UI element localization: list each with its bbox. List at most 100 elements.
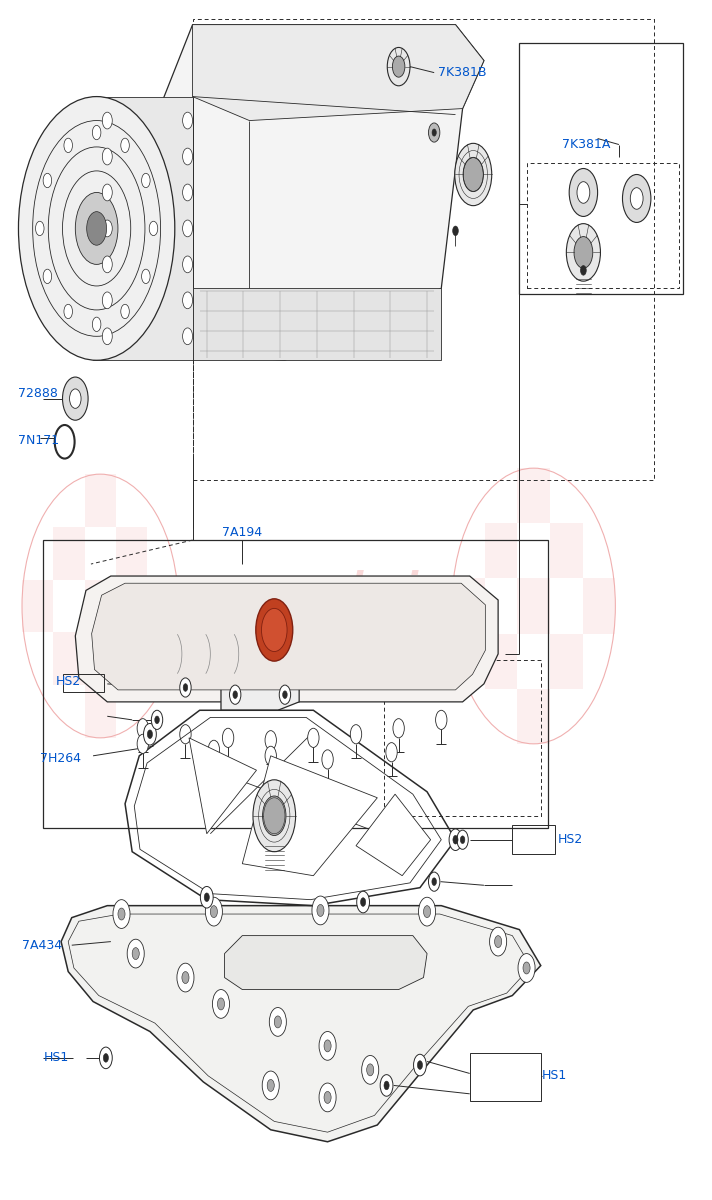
Circle shape (103, 256, 112, 272)
Polygon shape (242, 756, 377, 876)
Circle shape (569, 168, 597, 216)
Text: HS2: HS2 (56, 676, 81, 688)
Circle shape (229, 685, 241, 704)
Circle shape (150, 221, 158, 235)
Circle shape (417, 1061, 422, 1069)
Bar (518, 689, 550, 744)
Circle shape (182, 184, 192, 200)
Circle shape (210, 906, 217, 918)
Circle shape (152, 710, 163, 730)
Bar (550, 634, 582, 689)
Circle shape (432, 128, 436, 136)
Circle shape (155, 716, 159, 724)
Circle shape (319, 1084, 336, 1112)
Circle shape (265, 731, 276, 750)
Circle shape (93, 317, 101, 331)
Polygon shape (61, 906, 540, 1141)
Circle shape (322, 750, 333, 769)
Circle shape (453, 226, 459, 235)
Circle shape (103, 112, 112, 128)
Circle shape (630, 187, 643, 209)
Circle shape (267, 1080, 274, 1092)
Bar (85, 580, 116, 632)
Bar (53, 527, 85, 580)
Circle shape (103, 220, 112, 236)
Polygon shape (93, 96, 192, 360)
Polygon shape (93, 25, 484, 360)
Circle shape (208, 740, 219, 760)
Circle shape (103, 184, 112, 200)
Circle shape (256, 599, 293, 661)
Circle shape (103, 292, 112, 308)
Polygon shape (189, 738, 256, 834)
Circle shape (580, 265, 586, 275)
Circle shape (200, 887, 213, 908)
Circle shape (279, 685, 290, 704)
Circle shape (43, 173, 52, 187)
Circle shape (253, 780, 295, 852)
Circle shape (360, 898, 366, 906)
Text: 72888: 72888 (19, 388, 58, 401)
Circle shape (182, 256, 192, 272)
Circle shape (384, 1081, 389, 1090)
Circle shape (283, 691, 287, 698)
Circle shape (142, 269, 150, 283)
Circle shape (453, 835, 458, 844)
Polygon shape (356, 794, 431, 876)
Circle shape (457, 830, 468, 850)
Circle shape (182, 328, 192, 344)
Circle shape (70, 389, 81, 408)
Circle shape (132, 948, 140, 960)
Circle shape (55, 425, 75, 458)
Circle shape (204, 893, 209, 901)
Circle shape (419, 898, 436, 926)
Polygon shape (192, 288, 441, 360)
Circle shape (317, 905, 324, 917)
Circle shape (233, 691, 238, 698)
Bar (22, 580, 53, 632)
Circle shape (429, 872, 440, 892)
Circle shape (142, 173, 150, 187)
Circle shape (357, 892, 370, 913)
Circle shape (274, 1016, 281, 1028)
Bar (116, 632, 147, 685)
Circle shape (362, 1056, 379, 1085)
Circle shape (518, 954, 535, 983)
Polygon shape (92, 583, 486, 690)
Circle shape (324, 1092, 331, 1104)
Text: 7A194: 7A194 (222, 527, 262, 539)
Circle shape (179, 725, 191, 744)
Bar (582, 578, 615, 634)
Bar (85, 685, 116, 738)
Circle shape (177, 964, 194, 992)
Text: HS2: HS2 (557, 833, 583, 846)
Circle shape (495, 936, 502, 948)
Bar (485, 634, 518, 689)
Circle shape (324, 1040, 331, 1052)
Circle shape (308, 728, 319, 748)
Circle shape (392, 56, 405, 77)
Text: HS1: HS1 (43, 1051, 68, 1064)
Circle shape (103, 1054, 108, 1062)
Circle shape (222, 728, 234, 748)
Circle shape (182, 292, 192, 308)
Circle shape (312, 896, 329, 925)
Circle shape (179, 678, 191, 697)
Circle shape (523, 962, 530, 974)
Bar (518, 468, 550, 523)
Circle shape (205, 898, 222, 926)
Circle shape (121, 305, 130, 319)
Bar (485, 523, 518, 578)
Circle shape (144, 724, 157, 745)
Text: 7K381B: 7K381B (438, 66, 486, 79)
Circle shape (36, 221, 44, 235)
Circle shape (147, 730, 152, 738)
Circle shape (182, 972, 189, 984)
Circle shape (61, 434, 69, 449)
Circle shape (455, 143, 492, 205)
Circle shape (574, 236, 593, 269)
Circle shape (263, 796, 286, 835)
Bar (53, 632, 85, 685)
Circle shape (118, 908, 125, 920)
Circle shape (43, 269, 52, 283)
